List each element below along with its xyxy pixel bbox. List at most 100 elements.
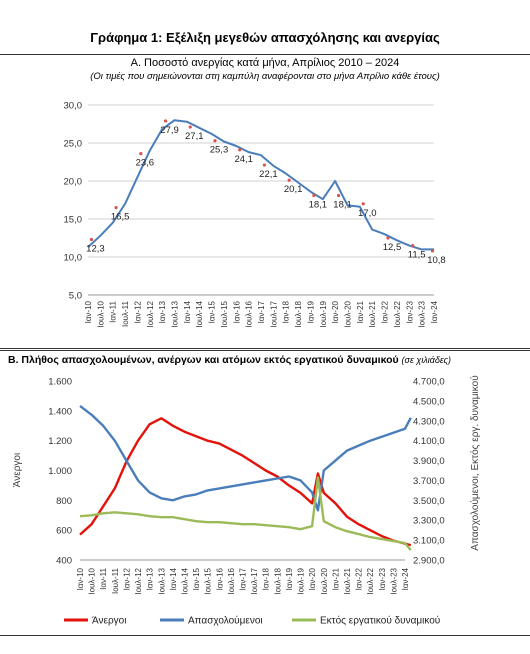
x-tick-label-b: Ιουλ-21 <box>343 567 352 594</box>
april-point <box>163 119 168 123</box>
x-tick-label-a: Ιουλ-16 <box>245 300 254 327</box>
x-tick-label-a: Ιαν-22 <box>381 300 390 323</box>
y-tick-label-a: 5,0 <box>69 291 82 302</box>
y-tick-label-a: 20,0 <box>64 177 83 188</box>
y-left-tick-label: 1.600 <box>48 377 72 388</box>
x-tick-label-a: Ιουλ-17 <box>269 300 278 327</box>
data-label: 11,5 <box>408 250 426 261</box>
data-label: 16,5 <box>111 212 130 223</box>
data-label: 12,5 <box>383 242 402 253</box>
x-tick-label-b: Ιουλ-13 <box>157 567 166 594</box>
x-tick-label-a: Ιαν-16 <box>232 300 241 323</box>
x-tick-label-a: Ιουλ-10 <box>96 300 105 327</box>
x-tick-label-b: Ιαν-10 <box>76 567 85 590</box>
x-tick-label-b: Ιαν-19 <box>285 567 294 590</box>
x-tick-label-a: Ιουλ-13 <box>171 300 180 327</box>
x-tick-label-b: Ιουλ-11 <box>111 567 120 594</box>
x-tick-label-b: Ιουλ-14 <box>180 567 189 594</box>
y-left-tick-label: 1.400 <box>48 406 72 417</box>
series-line <box>79 417 412 547</box>
x-tick-label-b: Ιουλ-15 <box>204 567 213 594</box>
x-tick-label-b: Ιαν-16 <box>215 567 224 590</box>
figure-title: Γράφημα 1: Εξέλιξη μεγεθών απασχόλησης κ… <box>90 30 440 45</box>
data-label: 18,1 <box>309 199 328 210</box>
april-point <box>238 148 242 152</box>
april-point <box>430 249 435 253</box>
y-left-tick-label: 600 <box>56 526 72 537</box>
x-tick-label-b: Ιαν-24 <box>401 567 410 590</box>
data-label: 24,1 <box>234 154 253 165</box>
unemployment-rate-line <box>87 119 434 251</box>
panel-a-frame <box>0 54 530 349</box>
y-right-tick-label: 3.300,0 <box>413 516 445 527</box>
x-tick-label-b: Ιαν-12 <box>122 567 131 590</box>
legend-label: Άνεργοι <box>92 616 126 627</box>
legend-label: Απασχολούμενοι <box>188 615 263 627</box>
x-tick-label-b: Ιουλ-12 <box>134 567 143 594</box>
x-tick-label-b: Ιαν-21 <box>331 567 340 590</box>
april-point <box>411 244 415 248</box>
x-tick-label-b: Ιαν-20 <box>308 567 317 590</box>
x-tick-label-a: Ιαν-14 <box>183 300 192 323</box>
april-point <box>361 202 365 206</box>
chart-b-title: Β. Πλήθος απασχολουμένων, ανέργων και ατ… <box>8 354 451 366</box>
april-point <box>89 237 94 242</box>
x-tick-label-a: Ιουλ-23 <box>418 300 427 327</box>
x-tick-label-a: Ιαν-24 <box>430 300 439 323</box>
data-label: 17,0 <box>358 208 377 219</box>
x-tick-label-a: Ιαν-15 <box>208 300 217 323</box>
data-label: 10,8 <box>427 255 446 266</box>
y-tick-label-a: 25,0 <box>64 139 83 150</box>
x-tick-label-a: Ιαν-20 <box>331 300 340 323</box>
y-left-tick-label: 1.000 <box>48 466 72 477</box>
april-point <box>188 125 192 129</box>
x-tick-label-b: Ιαν-23 <box>378 567 387 590</box>
data-label: 20,1 <box>284 184 303 195</box>
y-right-tick-label: 4.300,0 <box>413 416 445 427</box>
x-tick-label-a: Ιαν-18 <box>282 300 291 323</box>
chart-b-unit-note: (σε χιλιάδες) <box>401 355 451 365</box>
y-right-tick-label: 4.500,0 <box>413 396 445 407</box>
data-label: 12,3 <box>86 244 105 255</box>
x-tick-label-a: Ιαν-11 <box>109 300 118 322</box>
data-label: 25,3 <box>210 145 229 156</box>
x-tick-label-b: Ιουλ-20 <box>320 567 329 594</box>
april-point <box>213 139 217 143</box>
april-point <box>312 193 316 198</box>
april-point <box>262 163 267 167</box>
april-point <box>386 236 390 240</box>
data-label: 27,1 <box>185 131 204 142</box>
legend-label: Εκτός εργατικού δυναμικού <box>320 615 440 627</box>
x-tick-label-b: Ιουλ-18 <box>273 567 282 594</box>
april-point <box>336 193 341 198</box>
x-tick-label-a: Ιουλ-18 <box>294 300 303 327</box>
x-tick-label-b: Ιουλ-10 <box>88 567 97 594</box>
y-left-tick-label: 800 <box>56 496 72 507</box>
april-point <box>139 152 143 156</box>
data-label: 18,1 <box>333 199 352 210</box>
x-tick-label-b: Ιαν-15 <box>192 567 201 590</box>
data-label: 23,6 <box>136 158 155 169</box>
y-left-tick-label: 1.200 <box>48 436 72 447</box>
x-tick-label-b: Ιουλ-22 <box>366 567 375 594</box>
x-tick-label-a: Ιαν-12 <box>133 300 142 323</box>
x-tick-label-b: Ιαν-17 <box>239 567 248 590</box>
y-right-tick-label: 3.700,0 <box>413 476 445 487</box>
y-right-tick-label: 2.900,0 <box>413 556 445 567</box>
x-tick-label-b: Ιουλ-23 <box>389 567 398 594</box>
chart-a-title: Α. Ποσοστό ανεργίας κατά μήνα, Απρίλιος … <box>130 57 400 69</box>
y-tick-label-a: 15,0 <box>64 215 83 226</box>
april-point <box>287 178 291 182</box>
y-right-tick-label: 4.700,0 <box>413 377 445 388</box>
x-tick-label-b: Ιαν-14 <box>169 567 178 590</box>
y-right-tick-label: 3.500,0 <box>413 496 445 507</box>
x-tick-label-a: Ιουλ-21 <box>368 300 377 327</box>
series-line <box>79 404 412 512</box>
x-tick-label-a: Ιουλ-22 <box>393 300 402 327</box>
x-tick-label-b: Ιουλ-17 <box>250 567 259 594</box>
x-tick-label-a: Ιαν-21 <box>356 300 365 323</box>
y-right-tick-label: 3.100,0 <box>413 536 445 547</box>
x-tick-label-a: Ιαν-17 <box>257 300 266 323</box>
